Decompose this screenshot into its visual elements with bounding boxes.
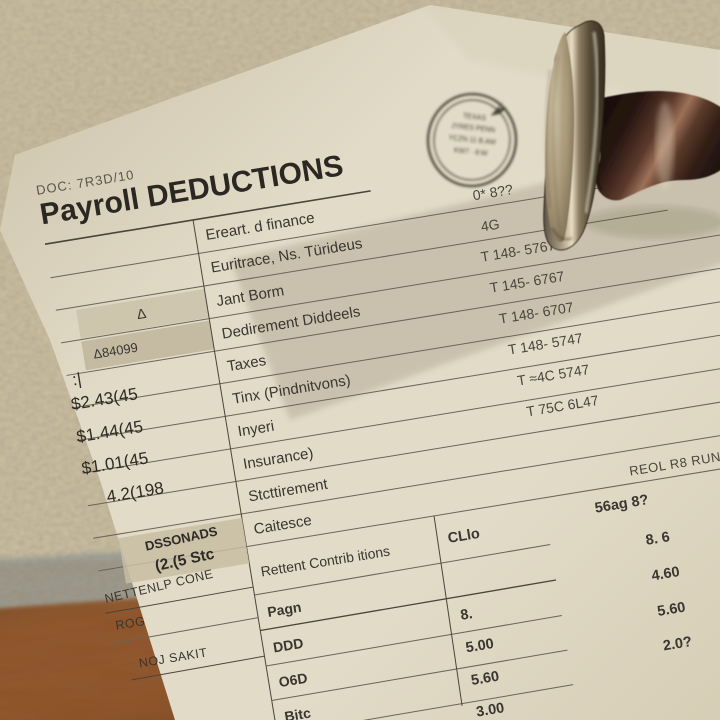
svg-text:4G: 4G [480, 216, 501, 235]
svg-text:8.: 8. [459, 606, 474, 624]
